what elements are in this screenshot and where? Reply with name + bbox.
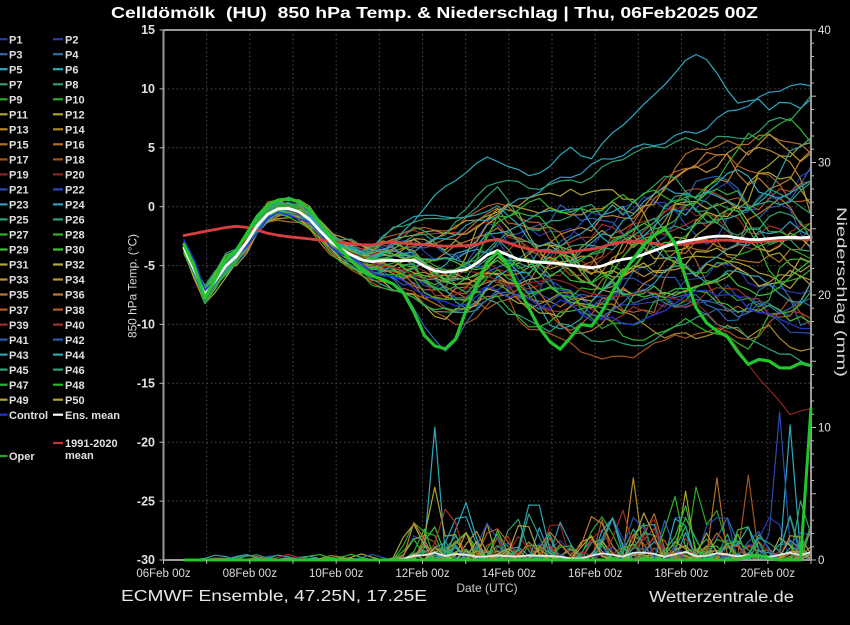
svg-text:12Feb 00z: 12Feb 00z [395, 568, 450, 580]
svg-text:-25: -25 [137, 494, 155, 508]
svg-text:P17: P17 [9, 155, 29, 167]
svg-text:mean: mean [65, 450, 94, 462]
svg-text:P8: P8 [65, 80, 78, 92]
svg-text:P41: P41 [9, 335, 29, 347]
svg-text:P1: P1 [9, 34, 22, 46]
svg-text:P26: P26 [65, 215, 85, 227]
svg-text:P15: P15 [9, 140, 29, 152]
svg-text:P11: P11 [9, 110, 28, 122]
svg-text:P36: P36 [65, 290, 85, 302]
svg-text:P27: P27 [9, 230, 29, 242]
svg-text:P34: P34 [65, 275, 85, 287]
svg-text:P10: P10 [65, 95, 85, 107]
svg-text:-20: -20 [137, 435, 155, 449]
svg-text:P43: P43 [9, 350, 29, 362]
svg-text:P5: P5 [9, 64, 22, 76]
svg-text:40: 40 [818, 25, 831, 37]
svg-text:P4: P4 [65, 49, 79, 61]
svg-text:P47: P47 [9, 380, 29, 392]
svg-text:P48: P48 [65, 380, 85, 392]
svg-text:-30: -30 [137, 553, 155, 567]
svg-text:Oper: Oper [9, 451, 35, 463]
svg-text:Ens. mean: Ens. mean [65, 410, 120, 422]
svg-text:-10: -10 [137, 318, 155, 332]
svg-text:P25: P25 [9, 215, 29, 227]
svg-text:P7: P7 [9, 80, 22, 92]
svg-text:Wetterzentrale.de: Wetterzentrale.de [649, 589, 794, 606]
svg-text:P18: P18 [65, 155, 85, 167]
svg-text:14Feb 00z: 14Feb 00z [482, 568, 537, 580]
svg-text:P21: P21 [9, 185, 29, 197]
svg-text:P24: P24 [65, 200, 85, 212]
svg-text:06Feb 00z: 06Feb 00z [136, 568, 191, 580]
svg-text:-5: -5 [144, 259, 155, 273]
svg-text:08Feb 00z: 08Feb 00z [223, 568, 278, 580]
svg-text:P35: P35 [9, 290, 29, 302]
svg-text:10: 10 [818, 423, 831, 435]
svg-text:P46: P46 [65, 365, 85, 377]
svg-text:P40: P40 [65, 320, 85, 332]
svg-text:P20: P20 [65, 170, 85, 182]
svg-text:P38: P38 [65, 305, 85, 317]
svg-text:18Feb 00z: 18Feb 00z [654, 568, 709, 580]
svg-text:P6: P6 [65, 64, 78, 76]
svg-text:P9: P9 [9, 95, 22, 107]
svg-text:P2: P2 [65, 34, 78, 46]
svg-text:1991-2020: 1991-2020 [65, 438, 118, 450]
svg-text:P3: P3 [9, 49, 22, 61]
svg-text:P33: P33 [9, 275, 29, 287]
svg-text:0: 0 [148, 200, 155, 214]
svg-text:P16: P16 [65, 140, 85, 152]
svg-text:Control: Control [9, 410, 48, 422]
svg-text:16Feb 00z: 16Feb 00z [568, 568, 623, 580]
svg-text:P14: P14 [65, 125, 85, 137]
svg-text:10: 10 [141, 82, 155, 96]
svg-text:20Feb 00z: 20Feb 00z [741, 568, 796, 580]
svg-text:P49: P49 [9, 395, 29, 407]
svg-text:P44: P44 [65, 350, 85, 362]
svg-text:P13: P13 [9, 125, 29, 137]
svg-text:-15: -15 [137, 377, 155, 391]
svg-text:30: 30 [818, 158, 831, 170]
svg-text:P31: P31 [9, 260, 29, 272]
svg-text:15: 15 [141, 23, 155, 37]
svg-text:ECMWF Ensemble, 47.25N, 17.25E: ECMWF Ensemble, 47.25N, 17.25E [121, 588, 427, 605]
svg-text:Celldömölk (HU) 850 hPa Temp: Celldömölk (HU) 850 hPa Temp. & Niedersc… [111, 5, 758, 22]
svg-text:850 hPa Temp. (°C): 850 hPa Temp. (°C) [126, 234, 140, 338]
svg-text:P45: P45 [9, 365, 29, 377]
svg-text:P32: P32 [65, 260, 85, 272]
svg-text:Date (UTC): Date (UTC) [456, 581, 517, 595]
svg-text:P50: P50 [65, 395, 85, 407]
svg-text:P22: P22 [65, 185, 85, 197]
svg-text:Niederschlag (mm): Niederschlag (mm) [834, 207, 850, 377]
svg-text:20: 20 [818, 290, 831, 302]
svg-text:P37: P37 [9, 305, 29, 317]
svg-text:P39: P39 [9, 320, 29, 332]
svg-text:P29: P29 [9, 245, 29, 257]
svg-text:P30: P30 [65, 245, 85, 257]
svg-text:P19: P19 [9, 170, 29, 182]
svg-text:10Feb 00z: 10Feb 00z [309, 568, 364, 580]
svg-text:P23: P23 [9, 200, 29, 212]
svg-text:P42: P42 [65, 335, 85, 347]
svg-text:5: 5 [148, 141, 155, 155]
svg-text:0: 0 [818, 555, 824, 567]
svg-text:P12: P12 [65, 110, 85, 122]
svg-text:P28: P28 [65, 230, 85, 242]
